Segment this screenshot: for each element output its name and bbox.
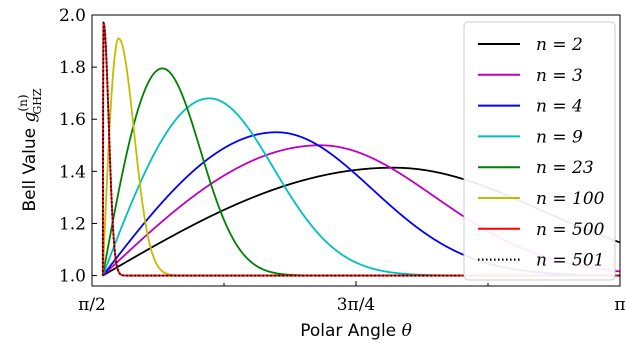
legend-label-n9: n = 9 bbox=[536, 127, 583, 147]
legend-label-n501: n = 501 bbox=[536, 251, 604, 271]
y-axis-label: Bell Value g(n)GHZ bbox=[16, 88, 44, 211]
y-tick-label: 1.6 bbox=[59, 110, 86, 130]
legend-label-n4: n = 4 bbox=[536, 97, 583, 117]
x-tick-label: π/2 bbox=[78, 295, 106, 315]
legend: n = 2 n = 3 n = 4 n = 9 n = 23 n = 100 n = 500… bbox=[463, 21, 616, 281]
y-tick-label: 1.8 bbox=[59, 58, 86, 78]
x-tick-label: π bbox=[614, 295, 625, 315]
legend-label-n2: n = 2 bbox=[536, 35, 583, 55]
y-tick-label: 1.2 bbox=[59, 214, 86, 234]
legend-box bbox=[463, 21, 616, 281]
y-tick-label: 2.0 bbox=[59, 6, 86, 26]
legend-label-n100: n = 100 bbox=[536, 189, 605, 209]
y-tick-label: 1.4 bbox=[59, 162, 86, 182]
y-tick-label: 1.0 bbox=[59, 267, 86, 287]
x-axis-label: Polar Angle θ bbox=[300, 321, 412, 341]
series-layer bbox=[101, 21, 620, 277]
ticks-layer: 1.0 1.2 1.4 1.6 1.8 2.0 π/2 3π/4 π bbox=[59, 6, 626, 315]
x-tick-label: 3π/4 bbox=[337, 295, 376, 315]
legend-label-n3: n = 3 bbox=[536, 66, 583, 86]
legend-label-n23: n = 23 bbox=[536, 158, 594, 178]
legend-label-n500: n = 500 bbox=[536, 220, 605, 240]
